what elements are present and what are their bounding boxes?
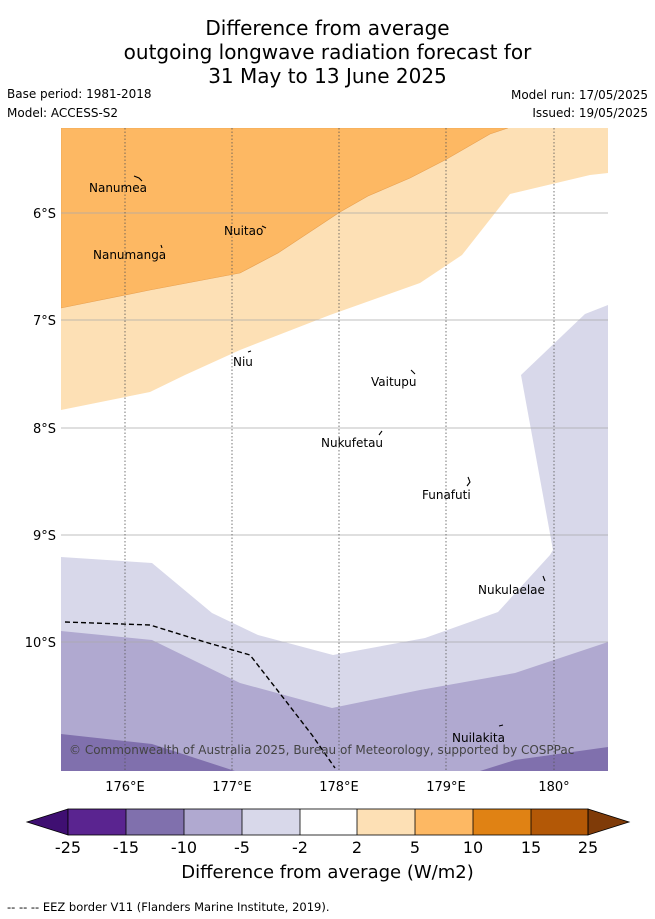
colorbar-segment-3 — [184, 809, 242, 835]
colorbar: -25 -15 -10 -5 -2 2 5 10 15 25 — [25, 808, 631, 857]
anomaly-band-minus10-to-minus15 — [61, 734, 235, 771]
colorbar-tick-minus15: -15 — [113, 838, 139, 857]
colorbar-segment-5 — [300, 809, 357, 835]
colorbar-segment-7 — [415, 809, 473, 835]
colorbar-segment-1 — [68, 809, 126, 835]
eez-legend-footer: -- -- -- EEZ border V11 (Flanders Marine… — [7, 900, 330, 914]
colorbar-tick-5: 5 — [410, 838, 420, 857]
colorbar-segment-2 — [126, 809, 184, 835]
island-label-nuitao: Nuitao — [224, 224, 263, 238]
island-shape-nukulaelae — [542, 575, 546, 582]
title-line-3: 31 May to 13 June 2025 — [208, 64, 447, 88]
colorbar-frame — [67, 808, 589, 836]
colorbar-min-arrow — [25, 808, 69, 836]
copyright-notice: © Commonwealth of Australia 2025, Bureau… — [69, 743, 574, 757]
colorbar-tick-2: 2 — [352, 838, 362, 857]
colorbar-label: Difference from average (W/m2) — [181, 862, 474, 883]
colorbar-dividers — [125, 809, 532, 835]
island-label-nanumanga: Nanumanga — [93, 248, 166, 262]
issued-date: Issued: 19/05/2025 — [532, 106, 648, 120]
longitude-gridlines — [124, 128, 555, 771]
colorbar-tick-15: 15 — [521, 838, 541, 857]
anomaly-band-5-to-10 — [61, 128, 509, 309]
island-shape-nukufetau — [378, 430, 383, 436]
model-run: Model run: 17/05/2025 — [510, 88, 648, 102]
map-title: Difference from average outgoing longwav… — [0, 16, 655, 88]
lon-label-179e: 179°E — [426, 780, 466, 795]
lat-label-9s: 9°S — [33, 529, 56, 544]
island-shape-vaitupu — [410, 369, 416, 375]
island-shape-funafuti — [466, 476, 471, 487]
lon-label-177e: 177°E — [212, 780, 252, 795]
island-label-nukufetau: Nukufetau — [321, 436, 383, 450]
title-line-1: Difference from average — [205, 16, 450, 40]
island-shape-nanumea — [133, 175, 143, 182]
lon-label-176e: 176°E — [105, 780, 145, 795]
island-shape-niu — [247, 350, 252, 353]
colorbar-segments — [68, 809, 588, 835]
lon-label-178e: 178°E — [319, 780, 359, 795]
island-shapes — [133, 175, 546, 727]
island-label-funafuti: Funafuti — [422, 488, 471, 502]
colorbar-tick-minus25: -25 — [55, 838, 81, 857]
title-line-2: outgoing longwave radiation forecast for — [123, 40, 532, 64]
anomaly-band-minus10-to-minus15-east — [480, 747, 608, 771]
island-shape-nuilakita — [498, 724, 504, 727]
lon-label-180: 180° — [538, 780, 569, 795]
colorbar-segment-8 — [473, 809, 531, 835]
colorbar-segment-6 — [357, 809, 415, 835]
colorbar-segment-4 — [242, 809, 300, 835]
lat-label-8s: 8°S — [33, 422, 56, 437]
colorbar-tick-minus10: -10 — [171, 838, 197, 857]
colorbar-tick-25: 25 — [578, 838, 598, 857]
eez-border-line — [64, 621, 336, 769]
colorbar-segment-9 — [531, 809, 588, 835]
model-name: Model: ACCESS-S2 — [7, 106, 119, 120]
base-period: Base period: 1981-2018 — [7, 87, 152, 101]
colorbar-max-arrow — [587, 808, 631, 836]
island-shape-nuitao — [261, 225, 267, 229]
colorbar-tick-minus2: -2 — [292, 838, 308, 857]
island-label-niu: Niu — [233, 355, 253, 369]
map-plot-area: Nanumea Nuitao Nanumanga Niu Vaitupu Nuk… — [61, 128, 608, 771]
lat-label-10s: 10°S — [25, 636, 56, 651]
latitude-gridlines — [61, 212, 608, 643]
lat-label-7s: 7°S — [33, 314, 56, 329]
island-shape-nanumanga — [160, 244, 163, 249]
island-label-nuilakita: Nuilakita — [452, 731, 505, 745]
island-label-nanumea: Nanumea — [89, 181, 147, 195]
island-label-vaitupu: Vaitupu — [371, 375, 417, 389]
anomaly-band-minus5-to-minus10 — [61, 631, 608, 771]
island-label-nukulaelae: Nukulaelae — [478, 583, 545, 597]
anomaly-band-minus2-to-minus5 — [61, 305, 608, 771]
lat-label-6s: 6°S — [33, 207, 56, 222]
colorbar-tick-minus5: -5 — [234, 838, 250, 857]
colorbar-tick-10: 10 — [463, 838, 483, 857]
